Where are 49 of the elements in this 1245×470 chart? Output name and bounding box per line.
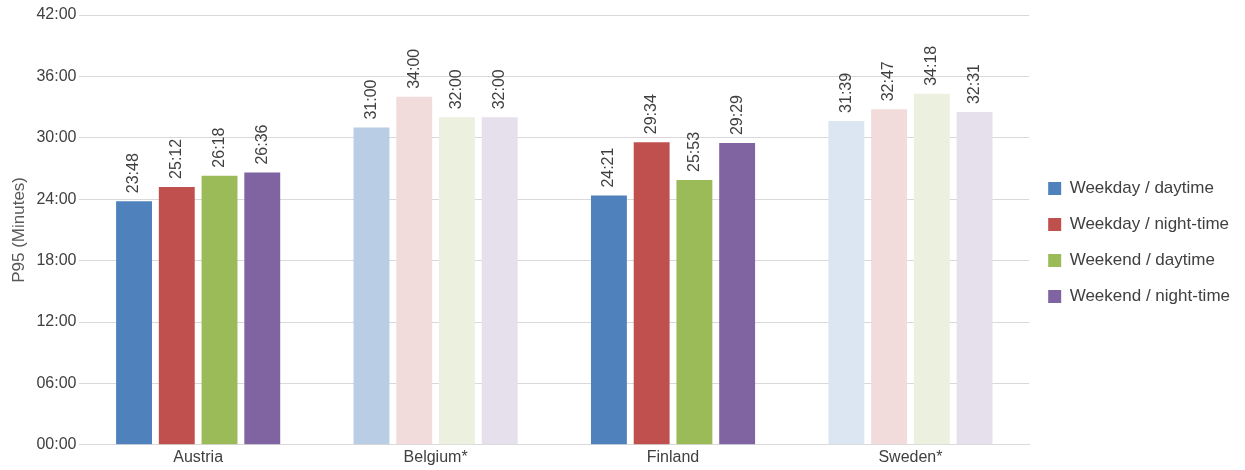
y-axis-title: P95 (Minutes): [8, 176, 28, 283]
bar: [633, 142, 670, 445]
data-label: 26:36: [252, 124, 270, 165]
data-label: 32:00: [447, 69, 465, 110]
legend-label: Weekend / night-time: [1069, 286, 1231, 306]
bar: [158, 186, 195, 445]
data-label: 23:48: [124, 153, 142, 194]
bar: [913, 93, 950, 445]
bar: [244, 172, 281, 445]
data-label: 25:53: [684, 131, 702, 172]
data-label: 32:47: [879, 61, 897, 102]
x-tick-label: Austria: [173, 447, 224, 465]
legend-label: Weekday / night-time: [1069, 214, 1230, 234]
x-tick-label: Belgium*: [403, 447, 468, 465]
bar: [353, 127, 390, 445]
data-label: 29:34: [642, 94, 660, 135]
y-tick-label: 36:00: [36, 66, 77, 84]
y-tick-label: 30:00: [36, 128, 77, 146]
bar: [396, 96, 433, 445]
bar: [871, 109, 908, 445]
y-tick-label: 00:00: [36, 435, 77, 453]
bar: [956, 112, 993, 445]
bar: [481, 117, 518, 445]
y-tick-label: 12:00: [36, 312, 77, 330]
y-tick-label: 18:00: [36, 251, 77, 269]
y-tick-label: 42:00: [36, 5, 77, 23]
data-label: 34:00: [404, 48, 422, 89]
bar: [439, 117, 475, 445]
data-label: 29:29: [727, 94, 745, 136]
data-label: 34:18: [922, 45, 940, 86]
data-label: 32:00: [490, 69, 508, 110]
bar: [676, 179, 713, 445]
bar: [590, 195, 627, 445]
data-label: 24:21: [599, 147, 617, 188]
bar: [828, 120, 865, 445]
y-tick-label: 06:00: [36, 373, 77, 391]
x-tick-label: Sweden*: [878, 447, 943, 465]
bar: [719, 143, 756, 445]
bar: [116, 201, 152, 445]
data-label: 31:39: [836, 72, 854, 113]
data-label: 25:12: [167, 138, 185, 179]
data-label: 31:00: [361, 79, 379, 120]
x-tick-label: Finland: [646, 447, 700, 465]
bar: [201, 175, 238, 445]
legend-label: Weekend / daytime: [1069, 250, 1215, 270]
data-label: 32:31: [964, 63, 982, 105]
data-label: 26:18: [209, 127, 227, 168]
legend-label: Weekday / daytime: [1069, 178, 1214, 198]
y-tick-label: 24:00: [36, 189, 77, 207]
